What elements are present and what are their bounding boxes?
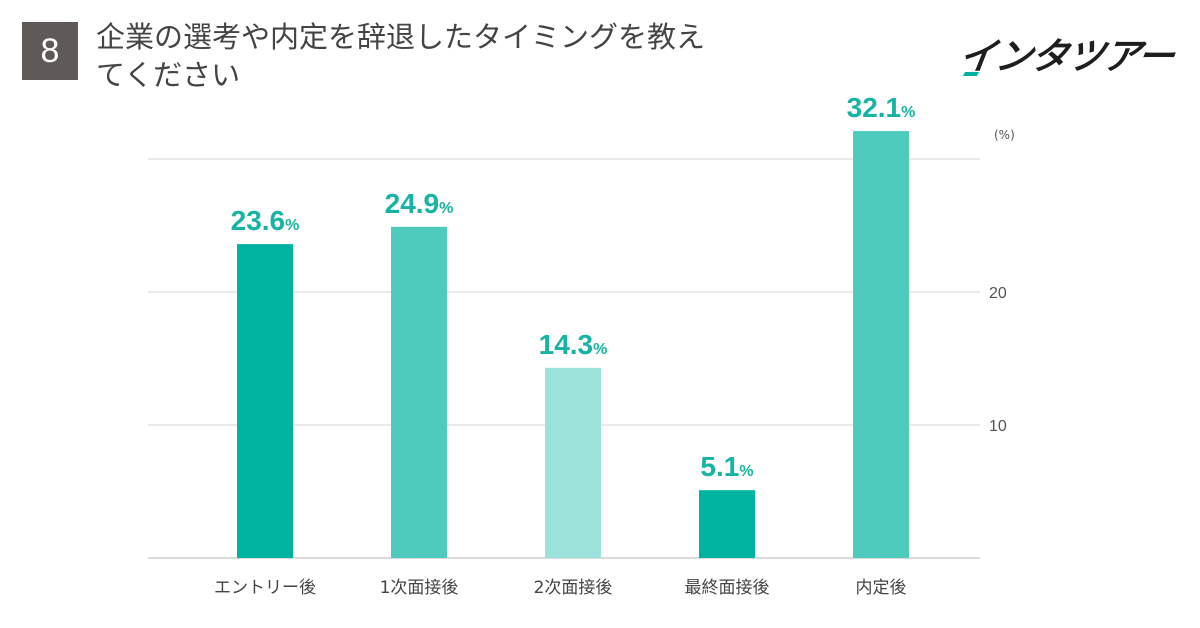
bar-4 (699, 490, 755, 558)
x-tick-label: 内定後 (856, 578, 907, 598)
data-label: 23.6% (231, 205, 300, 236)
y-axis-unit-label: (%) (994, 128, 1015, 142)
x-tick-label: 1次面接後 (380, 578, 459, 598)
y-tick-label: 10 (989, 418, 1007, 435)
page-title: 企業の選考や内定を辞退したタイミングを教えてください (96, 20, 706, 92)
y-tick-label: 20 (989, 285, 1007, 302)
data-label: 5.1% (700, 451, 753, 482)
bar-5 (853, 131, 909, 558)
bar-1 (237, 244, 293, 558)
data-label: 32.1% (847, 92, 916, 123)
x-tick-label: エントリー後 (214, 578, 316, 598)
question-number-badge: 8 (22, 22, 78, 80)
bar-3 (545, 367, 601, 558)
x-tick-label: 2次面接後 (534, 578, 613, 598)
data-label: 14.3% (539, 329, 608, 360)
data-label: 24.9% (385, 188, 454, 219)
x-tick-label: 最終面接後 (685, 578, 770, 598)
bar-2 (391, 226, 447, 558)
